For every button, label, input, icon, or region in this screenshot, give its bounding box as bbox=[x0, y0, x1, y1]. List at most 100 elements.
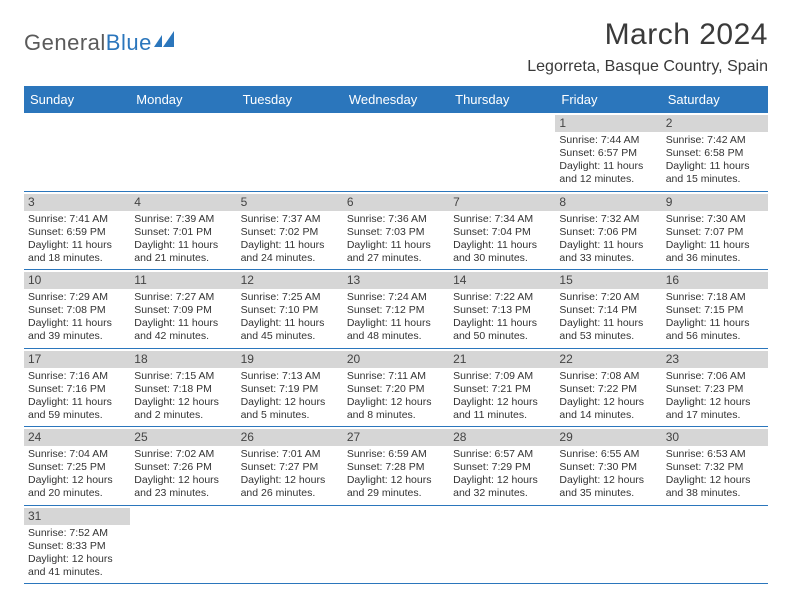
day-sunrise: Sunrise: 7:36 AM bbox=[347, 213, 445, 226]
day-daylight2: and 23 minutes. bbox=[134, 487, 232, 500]
day-sunrise: Sunrise: 6:59 AM bbox=[347, 448, 445, 461]
day-cell bbox=[662, 506, 768, 584]
day-cell: 25Sunrise: 7:02 AMSunset: 7:26 PMDayligh… bbox=[130, 427, 236, 505]
day-cell: 21Sunrise: 7:09 AMSunset: 7:21 PMDayligh… bbox=[449, 349, 555, 427]
day-number: 24 bbox=[24, 429, 130, 446]
day-sunrise: Sunrise: 7:15 AM bbox=[134, 370, 232, 383]
day-daylight1: Daylight: 11 hours bbox=[134, 239, 232, 252]
day-sunrise: Sunrise: 7:32 AM bbox=[559, 213, 657, 226]
day-daylight1: Daylight: 11 hours bbox=[28, 396, 126, 409]
day-number: 29 bbox=[555, 429, 661, 446]
day-sunrise: Sunrise: 7:04 AM bbox=[28, 448, 126, 461]
day-sunset: Sunset: 7:23 PM bbox=[666, 383, 764, 396]
day-sunset: Sunset: 7:02 PM bbox=[241, 226, 339, 239]
week-row: 10Sunrise: 7:29 AMSunset: 7:08 PMDayligh… bbox=[24, 270, 768, 349]
day-sunrise: Sunrise: 7:18 AM bbox=[666, 291, 764, 304]
day-sunset: Sunset: 7:16 PM bbox=[28, 383, 126, 396]
day-daylight1: Daylight: 12 hours bbox=[453, 474, 551, 487]
day-cell: 19Sunrise: 7:13 AMSunset: 7:19 PMDayligh… bbox=[237, 349, 343, 427]
day-daylight2: and 14 minutes. bbox=[559, 409, 657, 422]
day-daylight2: and 8 minutes. bbox=[347, 409, 445, 422]
day-sunrise: Sunrise: 7:27 AM bbox=[134, 291, 232, 304]
logo-text-blue: Blue bbox=[106, 30, 152, 56]
day-cell: 2Sunrise: 7:42 AMSunset: 6:58 PMDaylight… bbox=[662, 113, 768, 191]
day-header: Wednesday bbox=[343, 86, 449, 113]
day-sunset: Sunset: 7:15 PM bbox=[666, 304, 764, 317]
day-sunset: Sunset: 8:33 PM bbox=[28, 540, 126, 553]
day-daylight2: and 45 minutes. bbox=[241, 330, 339, 343]
day-sunset: Sunset: 6:59 PM bbox=[28, 226, 126, 239]
day-sunrise: Sunrise: 7:25 AM bbox=[241, 291, 339, 304]
day-sunrise: Sunrise: 7:42 AM bbox=[666, 134, 764, 147]
day-number: 8 bbox=[555, 194, 661, 211]
day-sunrise: Sunrise: 7:34 AM bbox=[453, 213, 551, 226]
day-header: Tuesday bbox=[237, 86, 343, 113]
day-cell: 1Sunrise: 7:44 AMSunset: 6:57 PMDaylight… bbox=[555, 113, 661, 191]
day-cell: 23Sunrise: 7:06 AMSunset: 7:23 PMDayligh… bbox=[662, 349, 768, 427]
day-cell: 7Sunrise: 7:34 AMSunset: 7:04 PMDaylight… bbox=[449, 192, 555, 270]
day-cell: 15Sunrise: 7:20 AMSunset: 7:14 PMDayligh… bbox=[555, 270, 661, 348]
day-daylight2: and 2 minutes. bbox=[134, 409, 232, 422]
day-number: 13 bbox=[343, 272, 449, 289]
day-cell bbox=[24, 113, 130, 191]
day-daylight1: Daylight: 11 hours bbox=[666, 160, 764, 173]
day-sunrise: Sunrise: 7:52 AM bbox=[28, 527, 126, 540]
day-sunset: Sunset: 7:10 PM bbox=[241, 304, 339, 317]
header: General Blue March 2024 Legorreta, Basqu… bbox=[24, 18, 768, 76]
day-daylight2: and 17 minutes. bbox=[666, 409, 764, 422]
day-daylight2: and 41 minutes. bbox=[28, 566, 126, 579]
day-cell: 18Sunrise: 7:15 AMSunset: 7:18 PMDayligh… bbox=[130, 349, 236, 427]
day-sunrise: Sunrise: 7:44 AM bbox=[559, 134, 657, 147]
week-row: 3Sunrise: 7:41 AMSunset: 6:59 PMDaylight… bbox=[24, 192, 768, 271]
day-number: 18 bbox=[130, 351, 236, 368]
day-cell: 3Sunrise: 7:41 AMSunset: 6:59 PMDaylight… bbox=[24, 192, 130, 270]
day-daylight2: and 33 minutes. bbox=[559, 252, 657, 265]
day-cell: 12Sunrise: 7:25 AMSunset: 7:10 PMDayligh… bbox=[237, 270, 343, 348]
day-daylight2: and 48 minutes. bbox=[347, 330, 445, 343]
title-block: March 2024 Legorreta, Basque Country, Sp… bbox=[527, 18, 768, 76]
day-sunset: Sunset: 7:32 PM bbox=[666, 461, 764, 474]
day-sunrise: Sunrise: 6:53 AM bbox=[666, 448, 764, 461]
day-sunrise: Sunrise: 7:41 AM bbox=[28, 213, 126, 226]
day-daylight1: Daylight: 12 hours bbox=[347, 474, 445, 487]
day-daylight1: Daylight: 12 hours bbox=[28, 474, 126, 487]
day-daylight2: and 15 minutes. bbox=[666, 173, 764, 186]
day-daylight2: and 35 minutes. bbox=[559, 487, 657, 500]
day-sunset: Sunset: 7:30 PM bbox=[559, 461, 657, 474]
day-daylight2: and 39 minutes. bbox=[28, 330, 126, 343]
day-daylight1: Daylight: 11 hours bbox=[666, 317, 764, 330]
day-cell bbox=[449, 506, 555, 584]
day-sunrise: Sunrise: 7:39 AM bbox=[134, 213, 232, 226]
day-sunset: Sunset: 7:28 PM bbox=[347, 461, 445, 474]
day-daylight2: and 29 minutes. bbox=[347, 487, 445, 500]
location: Legorreta, Basque Country, Spain bbox=[527, 58, 768, 76]
day-number: 5 bbox=[237, 194, 343, 211]
day-sunrise: Sunrise: 6:55 AM bbox=[559, 448, 657, 461]
day-cell: 9Sunrise: 7:30 AMSunset: 7:07 PMDaylight… bbox=[662, 192, 768, 270]
day-sunrise: Sunrise: 7:29 AM bbox=[28, 291, 126, 304]
day-number: 16 bbox=[662, 272, 768, 289]
day-sunrise: Sunrise: 6:57 AM bbox=[453, 448, 551, 461]
day-sunset: Sunset: 7:08 PM bbox=[28, 304, 126, 317]
day-sunset: Sunset: 7:22 PM bbox=[559, 383, 657, 396]
day-daylight1: Daylight: 11 hours bbox=[28, 239, 126, 252]
day-cell: 20Sunrise: 7:11 AMSunset: 7:20 PMDayligh… bbox=[343, 349, 449, 427]
day-cell: 16 Sunrise: 7:18 AMSunset: 7:15 PMDayligh… bbox=[662, 270, 768, 348]
day-sunrise: Sunrise: 7:08 AM bbox=[559, 370, 657, 383]
day-number: 2 bbox=[662, 115, 768, 132]
day-header: Monday bbox=[130, 86, 236, 113]
day-sunset: Sunset: 7:25 PM bbox=[28, 461, 126, 474]
day-sunrise: Sunrise: 7:09 AM bbox=[453, 370, 551, 383]
day-header-row: SundayMondayTuesdayWednesdayThursdayFrid… bbox=[24, 86, 768, 113]
day-sunset: Sunset: 7:14 PM bbox=[559, 304, 657, 317]
day-number: 27 bbox=[343, 429, 449, 446]
day-daylight2: and 11 minutes. bbox=[453, 409, 551, 422]
day-daylight2: and 50 minutes. bbox=[453, 330, 551, 343]
day-sunset: Sunset: 7:26 PM bbox=[134, 461, 232, 474]
day-cell bbox=[130, 506, 236, 584]
day-number: 21 bbox=[449, 351, 555, 368]
day-daylight2: and 38 minutes. bbox=[666, 487, 764, 500]
day-header: Friday bbox=[555, 86, 661, 113]
day-sunrise: Sunrise: 7:01 AM bbox=[241, 448, 339, 461]
day-number: 9 bbox=[662, 194, 768, 211]
